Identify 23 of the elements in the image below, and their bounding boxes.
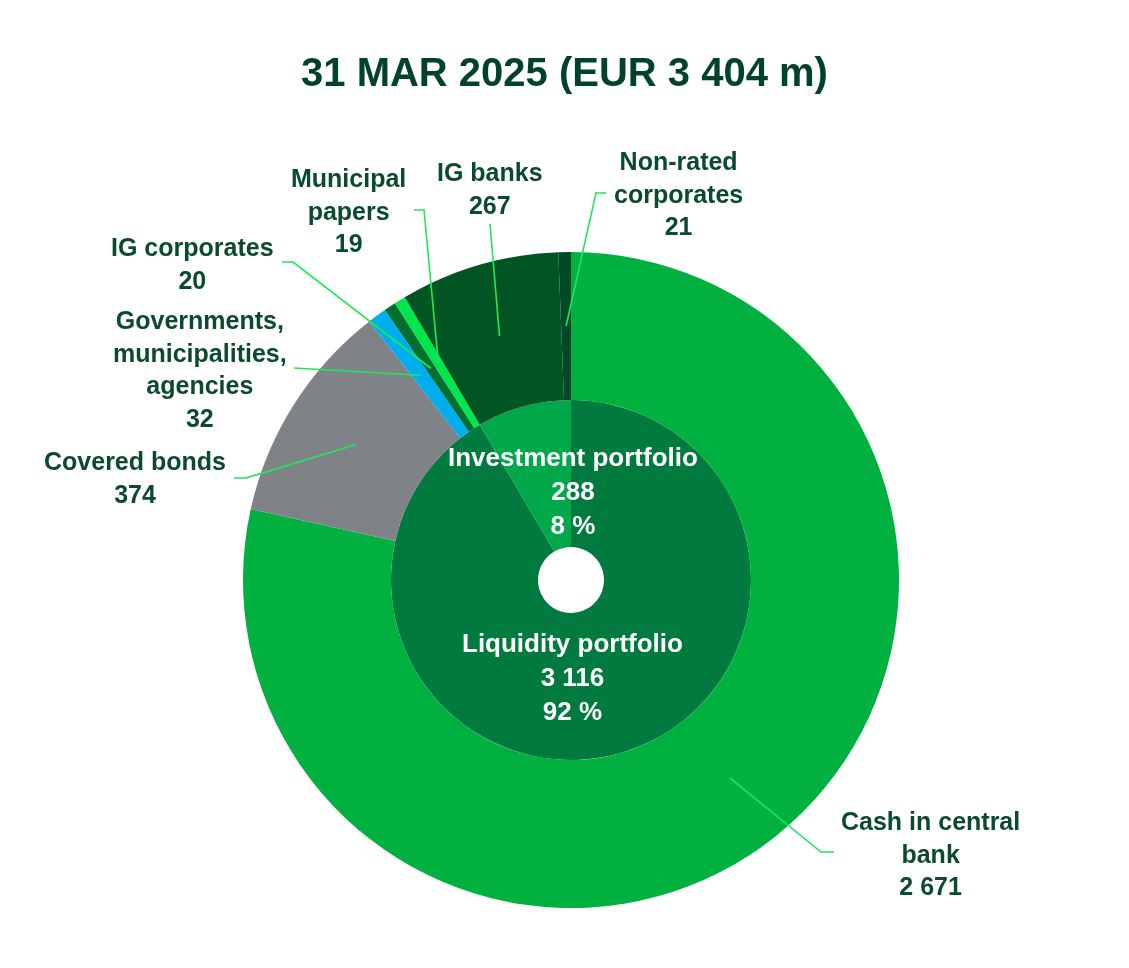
slice-label: Cash in central bank: [841, 807, 1021, 868]
slice-label: Investment portfolio: [448, 442, 698, 472]
data-label: 19: [334, 229, 363, 257]
slice-label: Governments, municipalities, agencies: [113, 306, 287, 399]
data-label: 32: [185, 403, 214, 432]
slice-label: IG corporates: [111, 233, 274, 261]
chart-title: 31 MAR 2025 (EUR 3 404 m): [301, 50, 828, 94]
slice-label: Liquidity portfolio: [462, 628, 683, 658]
data-label: 267: [468, 190, 511, 219]
slice-label: Covered bonds: [44, 447, 226, 475]
data-label: 374: [114, 479, 156, 508]
data-label: 20: [178, 265, 207, 294]
data-label: 288 8 %: [550, 475, 596, 540]
data-label: 21: [664, 212, 693, 240]
donut-slice: [394, 297, 480, 429]
data-label: 3 116 92 %: [540, 661, 605, 726]
donut-slice: [369, 309, 469, 439]
slice-label: IG banks: [437, 158, 543, 186]
data-label: 2 671: [899, 872, 962, 900]
slice-label: Non-rated corporates: [614, 147, 744, 208]
slice-label: Municipal papers: [291, 164, 407, 225]
donut-slice: [391, 400, 751, 760]
donut-slice: [384, 303, 475, 432]
